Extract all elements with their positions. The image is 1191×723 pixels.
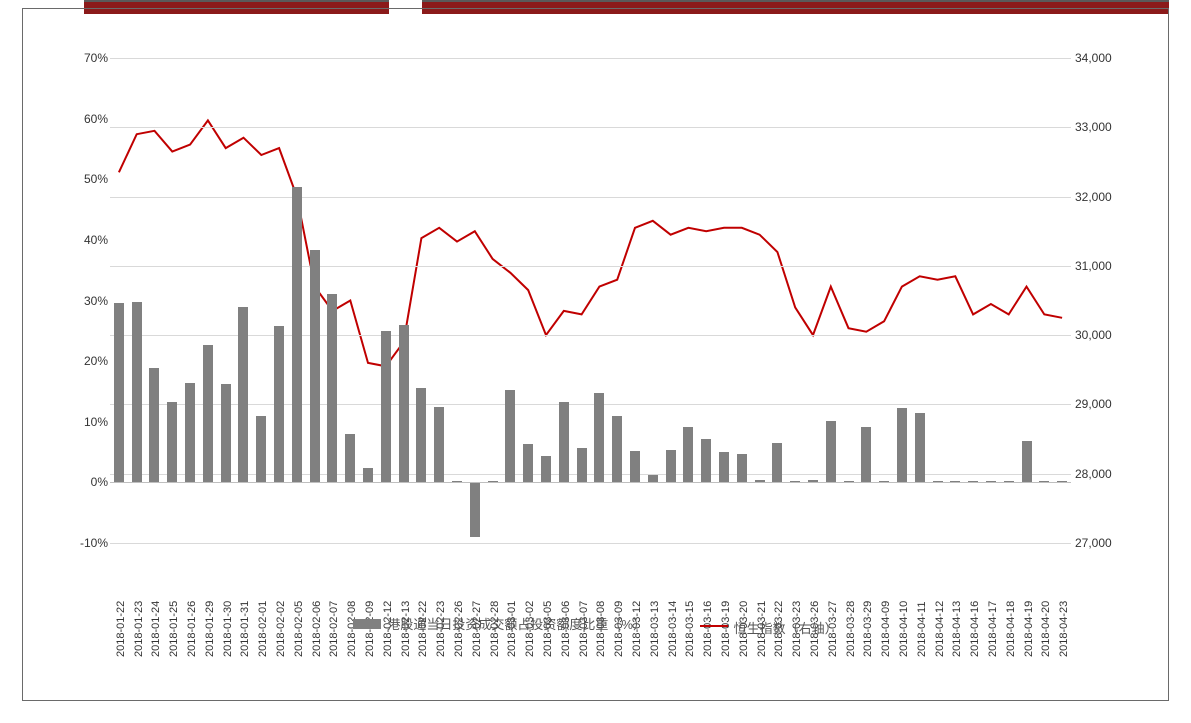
bar [114,303,124,482]
ytick-right: 34,000 [1075,51,1130,65]
legend-item-line: 恒生指数（右轴） [700,618,838,637]
bar [719,452,729,482]
legend: 港股通当日投资成交额占投资额度比重（%） 恒生指数（右轴） [60,614,1131,637]
ytick-left: 30% [63,294,108,308]
grid-line [110,197,1071,198]
bar [577,448,587,483]
bar [345,434,355,482]
bar [559,402,569,482]
ytick-left: 10% [63,415,108,429]
bar [915,413,925,482]
bar [826,421,836,483]
grid-line [110,127,1071,128]
bar [274,326,284,482]
bar [167,402,177,483]
combined-chart: -10% 0% 10% 20% 30% 40% 50% 60% 70% 27,000 28,000… [60,40,1131,663]
ytick-right: 29,000 [1075,397,1130,411]
bar [772,443,782,482]
bar [221,384,231,482]
bar [701,439,711,483]
ytick-left: 0% [63,475,108,489]
bar [238,307,248,483]
x-ticks: 2018-01-222018-01-232018-01-242018-01-25… [110,543,1071,663]
ytick-right: 32,000 [1075,190,1130,204]
ytick-left: 40% [63,233,108,247]
bar [594,393,604,483]
bar [648,475,658,482]
bar [523,444,533,483]
bar [630,451,640,482]
bar [505,390,515,483]
bar [541,456,551,482]
ytick-left: 60% [63,112,108,126]
bar [132,302,142,483]
bar [612,416,622,482]
grid-line [110,266,1071,267]
zero-line [110,482,1071,483]
bar [1022,441,1032,482]
legend-swatch-bar [353,619,381,629]
bar [363,468,373,483]
legend-bar-label: 港股通当日投资成交额占投资额度比重（%） [387,614,646,633]
bar [470,482,480,537]
ytick-right: 30,000 [1075,328,1130,342]
bar [861,427,871,482]
page: -10% 0% 10% 20% 30% 40% 50% 60% 70% 27,000 28,000… [0,0,1191,723]
bar [666,450,676,483]
bar [310,250,320,483]
bar [292,187,302,483]
legend-line-label: 恒生指数（右轴） [734,618,838,637]
grid-line [110,404,1071,405]
bar [203,345,213,483]
ytick-right: 28,000 [1075,467,1130,481]
bar [149,368,159,483]
legend-swatch-line [700,625,728,627]
plot-area [110,58,1071,543]
ytick-right: 27,000 [1075,536,1130,550]
ytick-right: 31,000 [1075,259,1130,273]
bar [737,454,747,482]
bar [399,325,409,483]
bar [434,407,444,482]
ytick-left: 70% [63,51,108,65]
bar [897,408,907,483]
grid-line [110,58,1071,59]
ytick-left: 20% [63,354,108,368]
bar [381,331,391,483]
grid-line [110,474,1071,475]
bar [256,416,266,483]
legend-item-bar: 港股通当日投资成交额占投资额度比重（%） [353,614,646,633]
bar [327,294,337,482]
bar [185,383,195,482]
ytick-left: -10% [63,536,108,550]
bar [416,388,426,482]
ytick-left: 50% [63,172,108,186]
ytick-right: 33,000 [1075,120,1130,134]
grid-line [110,335,1071,336]
bar [683,427,693,483]
line-series [119,120,1062,366]
line-svg [110,58,1071,543]
